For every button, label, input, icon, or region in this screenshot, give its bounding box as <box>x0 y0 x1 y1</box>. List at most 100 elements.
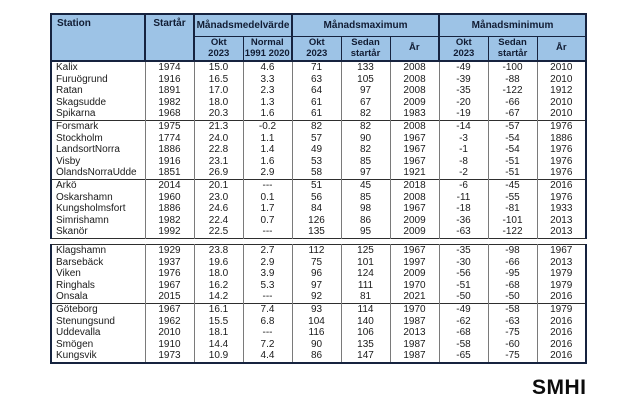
value-cell: 2013 <box>536 214 587 227</box>
value-cell: 111 <box>340 279 390 292</box>
value-cell: 2008 <box>389 85 440 97</box>
value-cell: 114 <box>340 302 390 316</box>
value-cell: 64 <box>291 85 342 97</box>
value-cell: 82 <box>291 119 342 133</box>
station-name-cell: Spikarna <box>56 108 96 120</box>
value-cell: 2016 <box>536 350 586 363</box>
value-cell: 93 <box>291 302 341 316</box>
value-cell: -49 <box>438 302 488 316</box>
value-cell: -51 <box>487 167 538 180</box>
value-cell: 1891 <box>144 85 194 97</box>
value-cell: -56 <box>438 268 488 280</box>
table-row: ÖlandsNorraUdde 1851 26.9 2.9 58 97 1921 -2 -51 1… <box>51 167 587 180</box>
value-cell: 1962 <box>144 315 194 328</box>
value-cell: 1886 <box>144 144 194 156</box>
value-cell: 45 <box>340 178 391 192</box>
table-row: Smögen 1910 14.4 7.2 90 135 1987 -58 -60 2016 <box>51 338 586 351</box>
value-cell: 1987 <box>389 338 439 351</box>
value-cell: 1979 <box>536 302 586 316</box>
value-cell: 2.9 <box>242 167 293 180</box>
station-name-cell: Forsmark <box>51 119 145 133</box>
value-cell: 97 <box>340 167 391 180</box>
value-cell: -51 <box>438 279 488 292</box>
value-cell: -1 <box>438 144 489 156</box>
value-cell: 82 <box>340 144 391 156</box>
value-cell: 2016 <box>536 327 586 339</box>
value-cell: -18 <box>438 203 489 215</box>
value-cell: 135 <box>340 338 390 351</box>
value-cell: 82 <box>340 119 391 133</box>
value-cell: -88 <box>487 73 538 86</box>
station-name-cell: Smögen <box>56 338 94 350</box>
value-cell: -68 <box>438 327 488 339</box>
value-cell: 1976 <box>536 191 587 204</box>
value-cell: 1967 <box>144 279 194 292</box>
value-cell: 104 <box>291 315 341 328</box>
value-cell: 106 <box>340 327 390 339</box>
value-cell: 98 <box>340 203 391 215</box>
value-cell: 24.0 <box>193 132 243 145</box>
station-name-cell: Arkö <box>51 178 145 192</box>
value-cell: 2009 <box>389 226 440 239</box>
value-cell: 61 <box>291 108 342 121</box>
value-cell: 1.3 <box>242 96 293 109</box>
table-row: Forsmark 1975 21.3 -0.2 82 82 2008 -14 -57 1976 <box>51 119 587 133</box>
table-row: Uddevalla 2010 18.1 --- 116 106 2013 -68 -75 2016 <box>51 327 586 339</box>
value-cell: 18.0 <box>193 96 243 109</box>
value-cell: 4.6 <box>242 61 293 74</box>
value-cell: 18.1 <box>193 327 243 339</box>
value-cell: 23.1 <box>193 155 243 168</box>
value-cell: 20.3 <box>193 108 243 121</box>
value-cell: 51 <box>291 178 342 192</box>
value-cell: 61 <box>291 96 342 109</box>
station-name-cell: Oskarshamn <box>56 191 113 203</box>
value-cell: 1976 <box>536 144 587 156</box>
value-cell: 1979 <box>536 268 586 280</box>
value-cell: 14.2 <box>193 291 243 304</box>
value-cell: 97 <box>340 85 391 97</box>
station-name-cell: Ringhals <box>56 279 95 291</box>
station-name-cell: Kalix <box>56 62 78 74</box>
value-cell: -45 <box>487 178 538 192</box>
value-cell: -3 <box>438 132 489 145</box>
subcol-max-year: År <box>389 36 440 62</box>
value-cell: 1912 <box>536 85 587 97</box>
value-cell: -54 <box>487 144 538 156</box>
station-name-cell: Kungsholmsfort <box>56 203 126 215</box>
value-cell: -66 <box>487 256 537 269</box>
value-cell: 1.1 <box>242 132 293 145</box>
station-name-cell: Skanör <box>56 226 88 238</box>
value-cell: 92 <box>291 291 341 304</box>
value-cell: 2008 <box>389 191 440 204</box>
value-cell: 1976 <box>144 268 194 280</box>
value-cell: 2018 <box>389 178 440 192</box>
value-cell: 125 <box>340 244 390 257</box>
value-cell: -63 <box>438 226 489 239</box>
value-cell: 15.5 <box>193 315 243 328</box>
table-row: Skagsudde 1982 18.0 1.3 61 67 2009 -20 -66 2010 <box>51 96 587 109</box>
value-cell: 23.8 <box>193 244 243 257</box>
value-cell: -51 <box>487 155 538 168</box>
value-cell: 57 <box>291 132 342 145</box>
value-cell: -35 <box>438 244 488 257</box>
table-row: Furuögrund 1916 16.5 3.3 63 105 2008 -39 -88 2010 <box>51 73 587 86</box>
station-name-cell: Simrishamn <box>56 214 109 226</box>
value-cell: 14.4 <box>193 338 243 351</box>
value-cell: 1970 <box>389 279 439 292</box>
value-cell: 10.9 <box>193 350 243 363</box>
value-cell: 22.8 <box>193 144 243 156</box>
value-cell: 2010 <box>536 108 587 121</box>
value-cell: -60 <box>487 338 537 351</box>
value-cell: 53 <box>291 155 342 168</box>
table-row: Skanör 1992 22.5 --- 135 95 2009 -63 -122 2013 <box>51 226 587 239</box>
station-name-cell: ÖlandsNorraUdde <box>56 167 137 179</box>
value-cell: 0.1 <box>242 191 293 204</box>
value-cell: 1983 <box>389 108 440 121</box>
table-row: Stenungsund 1962 15.5 6.8 104 140 1987 -62 -63 20… <box>51 315 586 328</box>
value-cell: 2009 <box>389 268 439 280</box>
station-name-cell: Ratan <box>56 85 83 97</box>
value-cell: -98 <box>487 244 537 257</box>
value-cell: 1910 <box>144 338 194 351</box>
value-cell: 2013 <box>389 327 439 339</box>
value-cell: 82 <box>340 108 391 121</box>
